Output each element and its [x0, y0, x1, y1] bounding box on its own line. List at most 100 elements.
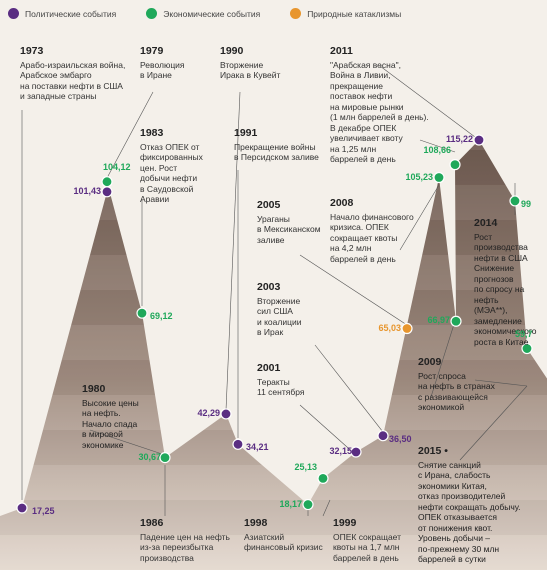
annotation-text: Ураганы в Мексиканском заливе [257, 213, 321, 245]
data-point-natural [401, 322, 413, 335]
value-label: 32,15 [329, 446, 352, 457]
leader-line [429, 317, 457, 401]
annotation-text: Снятие санкций с Ирана, слабость экономи… [418, 459, 521, 565]
legend-label-economic: Экономические события [163, 8, 261, 19]
annotation-year: 2005 [257, 199, 281, 211]
value-label: 101,43 [73, 185, 101, 196]
annotation-2001: 2001 Теракты 11 сентября [257, 363, 304, 398]
annotation-1990: 1990 Вторжение Ирака в Кувейт [220, 46, 280, 81]
legend-dot-political [8, 8, 19, 19]
annotation-text: Азиатский финансовый кризис [244, 531, 323, 553]
leader-line [225, 91, 241, 411]
leader-line [314, 344, 384, 433]
annotation-text: Рост производства нефти в США Снижение п… [474, 231, 537, 347]
legend: Политические события Экономические событ… [8, 8, 401, 19]
annotation-2005: 2005 Ураганы в Мексиканском заливе [257, 200, 321, 245]
value-label: 34,21 [246, 442, 269, 453]
data-point-political [220, 408, 232, 420]
annotation-year: 1998 [244, 517, 268, 529]
annotation-year: 2001 [257, 362, 281, 374]
annotation-1999: 1999 ОПЕК сокращает квоты на 1,7 млн бар… [333, 518, 401, 563]
value-label: 104,12 [103, 161, 131, 172]
annotation-text: Революция в Иране [140, 59, 185, 81]
leader-line [299, 254, 408, 326]
data-point-economic [317, 472, 329, 485]
leader-line [419, 139, 456, 153]
annotation-text: Падение цен на нефть из-за переизбытка п… [140, 531, 230, 563]
data-point-economic [449, 159, 461, 171]
annotation-text: Теракты 11 сентября [257, 376, 305, 398]
leader-line [89, 429, 166, 456]
annotation-text: Вторжение Ирака в Кувейт [220, 59, 281, 81]
annotation-year: 1980 [82, 383, 106, 395]
legend-item-natural: Природные катаклизмы [290, 8, 401, 19]
value-label: 65,03 [378, 322, 401, 333]
data-point-political [473, 134, 485, 146]
annotation-1983: 1983 Отказ ОПЕК от фиксированных цен. Ро… [140, 128, 203, 205]
annotation-text: ОПЕК сокращает квоты на 1,7 млн баррелей… [333, 531, 402, 563]
legend-label-political: Политические события [25, 8, 117, 19]
data-point-political [16, 502, 28, 514]
data-point-economic [450, 315, 462, 327]
annotation-1979: 1979 Революция в Иране [140, 46, 185, 81]
annotation-year: 2008 [330, 197, 354, 209]
legend-item-economic: Экономические события [146, 8, 260, 19]
value-label: 18,17 [279, 498, 302, 509]
annotation-text: Высокие цены на нефть. Начало спада в ми… [82, 397, 139, 450]
value-label: 105,23 [405, 171, 433, 182]
data-point-economic [136, 307, 148, 319]
annotation-text: Начало финансового кризиса. ОПЕК сокраща… [330, 211, 414, 264]
annotation-1991: 1991 Прекращение войны в Персидском зали… [234, 128, 319, 163]
value-label: 115,22 [445, 134, 473, 144]
value-label: 108,66 [423, 144, 451, 155]
annotation-year: 2003 [257, 281, 281, 293]
data-point-economic [521, 342, 533, 355]
data-point-economic [302, 498, 314, 511]
data-point-political [350, 446, 362, 458]
annotation-year: 2014 [474, 217, 498, 229]
annotation-text: Отказ ОПЕК от фиксированных цен. Рост до… [140, 141, 203, 205]
price-area [0, 140, 547, 570]
leader-line [379, 65, 480, 141]
value-label: 25,13 [294, 462, 317, 473]
value-label: 66,97 [427, 315, 450, 326]
data-point-economic [101, 176, 113, 188]
annotation-text: "Арабская весна", Война в Ливии, прекращ… [330, 59, 429, 165]
annotation-1980: 1980 Высокие цены на нефть. Начало спада… [82, 384, 139, 450]
value-label: 99 [521, 198, 532, 209]
data-point-economic [433, 171, 445, 184]
annotation-2003: 2003 Вторжение сил США и коалиции в Ирак [257, 282, 301, 338]
annotation-year: 2009 [418, 356, 442, 368]
annotation-1973: 1973 Арабо-израильская война, Арабское э… [20, 46, 125, 102]
value-label: 42,29 [197, 407, 220, 418]
leader-line [106, 91, 154, 179]
value-label: 36,50 [389, 433, 412, 444]
data-point-economic [159, 451, 171, 464]
annotation-2008: 2008 Начало финансового кризиса. ОПЕК со… [330, 198, 414, 264]
area-band [0, 535, 547, 570]
data-point-economic [509, 195, 521, 207]
legend-label-natural: Природные катаклизмы [307, 8, 402, 19]
annotation-1998: 1998 Азиатский финансовый кризис [244, 518, 323, 553]
leader-line [399, 184, 440, 251]
leader-line [474, 379, 528, 387]
value-label: 17,25 [32, 506, 55, 516]
leader-line [322, 499, 331, 517]
annotation-year: 1990 [220, 45, 244, 57]
legend-dot-economic [146, 8, 158, 19]
annotation-text: Арабо-израильская война, Арабское эмбарг… [20, 59, 126, 102]
annotation-2011: 2011 "Арабская весна", Война в Ливии, пр… [330, 46, 429, 165]
annotation-year: 2011 [330, 45, 353, 57]
leader-line [459, 385, 528, 461]
value-label: 69,12 [150, 311, 173, 322]
annotation-year: 1973 [20, 45, 44, 57]
annotation-year: 2015 • [418, 445, 448, 457]
data-point-political [377, 430, 389, 442]
annotation-year: 1999 [333, 517, 357, 529]
annotation-2009: 2009 Рост спроса на нефть в странах с ра… [418, 357, 495, 413]
annotation-year: 1991 [234, 127, 258, 139]
annotation-2014: 2014 Рост производства нефти в США Сниже… [474, 218, 547, 347]
value-label: 30,67 [138, 451, 161, 462]
